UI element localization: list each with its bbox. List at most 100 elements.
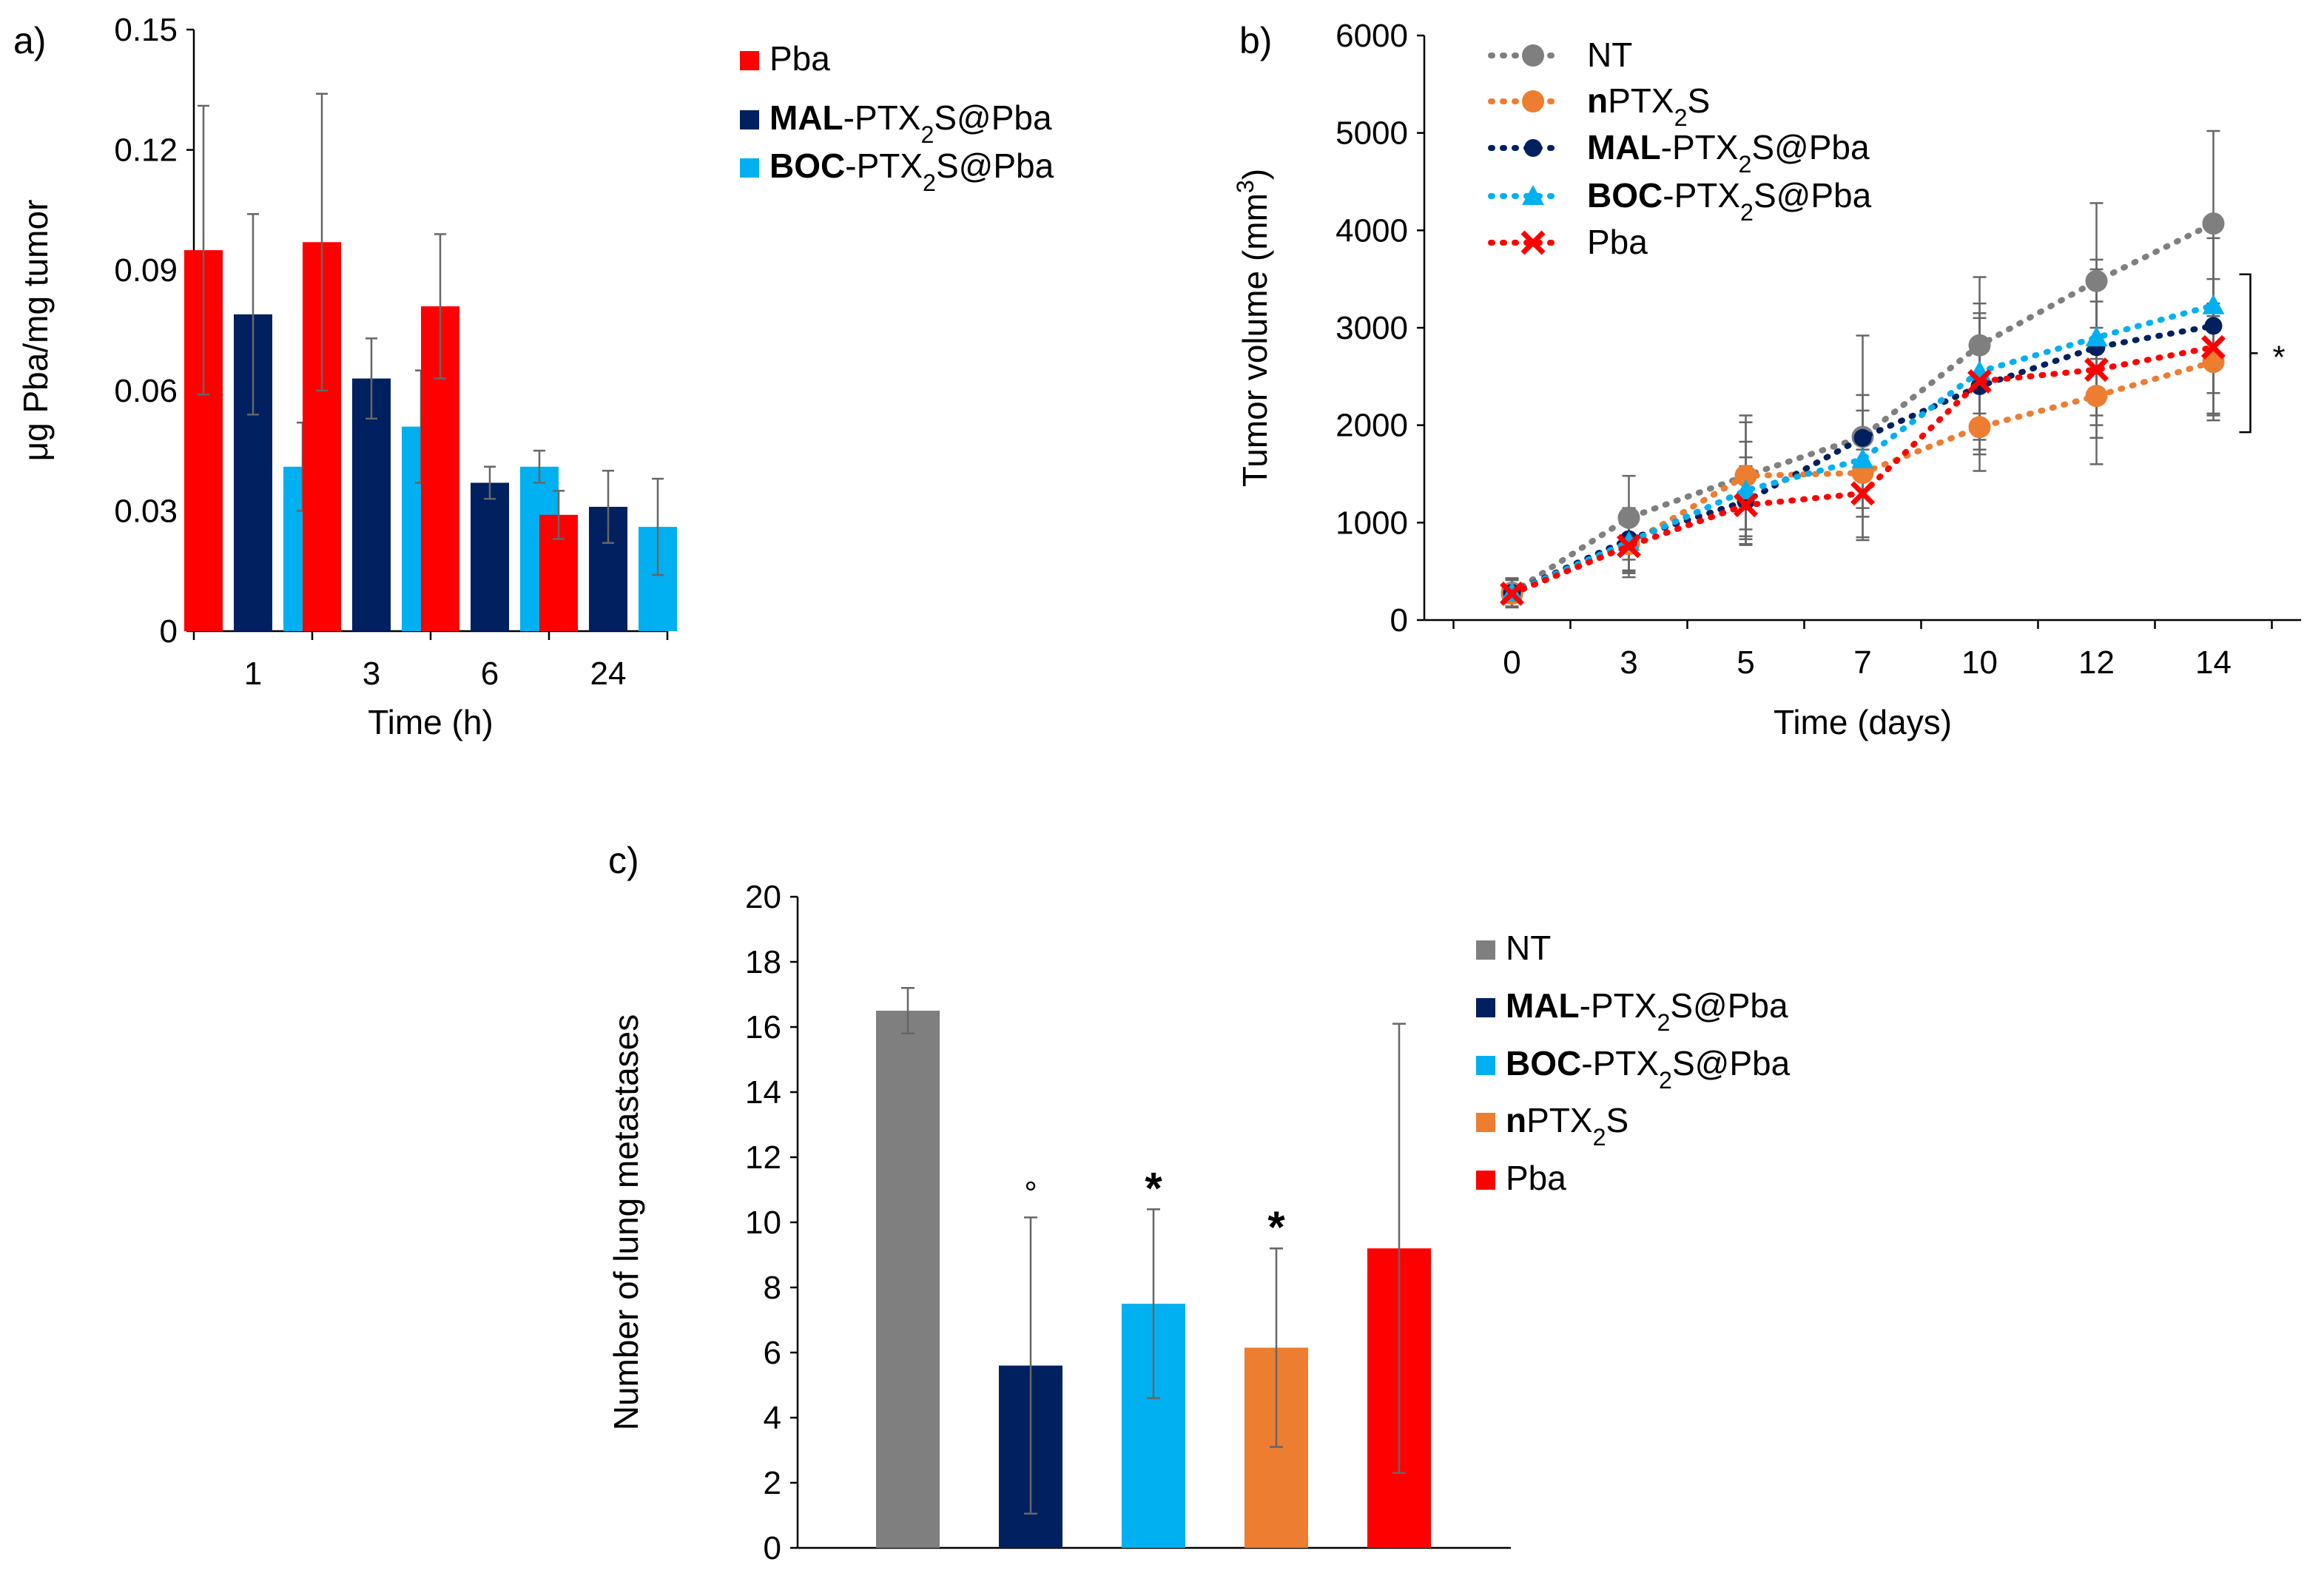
panel-c-y-tick-label: 8 <box>764 1270 781 1306</box>
panel-b-marker <box>1734 479 1757 499</box>
panel-b-y-tick-label: 4000 <box>1336 212 1408 249</box>
panel-b-marker <box>1500 581 1524 606</box>
panel-a-y-tick-label: 0 <box>160 613 178 650</box>
panel-a-x-tick-label: 6 <box>481 656 499 692</box>
panel-a-y-tick-label: 0.06 <box>114 373 178 409</box>
panel-b-marker <box>2085 326 2108 347</box>
panel-b-x-tick-label: 14 <box>2195 644 2232 681</box>
panel-b-marker <box>1734 465 1757 488</box>
panel-b-legend-marker <box>1524 139 1542 157</box>
panel-b-significance-bracket <box>2239 273 2258 434</box>
panel-b-marker <box>1617 533 1641 559</box>
panel-b-y-tick-label: 6000 <box>1336 18 1408 54</box>
panel-c-significance-mark: * <box>1145 1163 1162 1213</box>
panel-b-legend-marker <box>1522 185 1544 205</box>
panel-a-label: a) <box>13 20 46 61</box>
panel-c-legend-swatch <box>1476 1171 1495 1190</box>
panel-a-legend-swatch <box>740 110 759 129</box>
panel-b-y-tick-label: 0 <box>1390 602 1408 639</box>
panel-b-marker <box>1853 428 1872 447</box>
panel-b-marker <box>1968 334 1991 357</box>
panel-c-label: c) <box>608 840 639 881</box>
panel-c-legend-label: nPTX2S <box>1506 1101 1629 1151</box>
panel-b-x-tick-label: 5 <box>1737 644 1754 681</box>
panel-b-y-tick-label: 3000 <box>1336 310 1408 346</box>
panel-c-legend-swatch <box>1476 998 1495 1017</box>
panel-c-chart: c) 0 2 4 6 8 10 12 14 16 18 20 ° * * Number of lung met… <box>607 840 1791 1566</box>
panel-b-y-tick-label: 1000 <box>1336 505 1408 541</box>
panel-b-legend-label: BOC-PTX2S@Pba <box>1587 176 1872 226</box>
panel-b-x-tick-label: 12 <box>2078 644 2115 681</box>
panel-a-chart: a) 0 0.03 0.06 0.09 0.12 0.15 1 3 6 24 Time (h) μg P… <box>13 12 1054 741</box>
panel-c-bar <box>876 1011 940 1548</box>
panel-b-marker <box>2204 317 2223 335</box>
panel-b-marker <box>2085 269 2108 292</box>
panel-c-legend-swatch <box>1476 1113 1495 1132</box>
panel-b-legend-label: nPTX2S <box>1587 81 1710 131</box>
panel-c-legend-swatch <box>1476 940 1495 960</box>
panel-c-legend-label: NT <box>1506 929 1551 967</box>
panel-b-x-tick-label: 7 <box>1853 644 1871 681</box>
panel-b-marker <box>2085 385 2108 408</box>
panel-c-y-tick-label: 12 <box>745 1139 781 1176</box>
panel-a-y-tick-label: 0.09 <box>114 252 178 289</box>
panel-b-marker <box>1967 368 1992 394</box>
panel-a-bar <box>352 378 391 631</box>
panel-b-label: b) <box>1239 20 1272 61</box>
panel-b-marker <box>1850 481 1875 506</box>
panel-b-legend-label: MAL-PTX2S@Pba <box>1587 128 1870 178</box>
panel-b-x-axis-title: Time (days) <box>1774 703 1952 741</box>
panel-a-legend-label: BOC-PTX2S@Pba <box>769 147 1054 196</box>
panel-b-marker <box>1617 506 1640 529</box>
panel-a-y-tick-label: 0.15 <box>114 12 178 48</box>
panel-b-marker <box>2202 294 2225 314</box>
panel-c-y-tick-label: 14 <box>745 1074 781 1111</box>
panel-a-y-axis-title: μg Pba/mg tumor <box>16 200 55 462</box>
panel-c-y-tick-label: 4 <box>764 1400 781 1436</box>
panel-a-x-tick-label: 1 <box>244 656 262 692</box>
panel-a-x-axis-title: Time (h) <box>368 703 494 741</box>
panel-a-legend-label: MAL-PTX2S@Pba <box>769 98 1052 148</box>
panel-b-y-tick-label: 5000 <box>1336 115 1408 152</box>
panel-a-legend-swatch <box>740 51 759 70</box>
panel-c-y-tick-label: 0 <box>764 1530 781 1566</box>
panel-b-marker <box>2202 212 2225 235</box>
panel-a-x-tick-label: 3 <box>363 656 380 692</box>
panel-c-y-tick-label: 10 <box>745 1205 781 1241</box>
panel-c-y-tick-label: 20 <box>745 879 781 915</box>
panel-b-x-tick-label: 3 <box>1620 644 1637 681</box>
panel-b-significance-star: * <box>2273 339 2286 375</box>
panel-c-y-tick-label: 18 <box>745 944 781 980</box>
panel-b-x-tick-label: 0 <box>1503 644 1520 681</box>
panel-b-legend-marker <box>1520 230 1546 255</box>
panel-a-x-tick-label: 24 <box>590 656 627 692</box>
panel-a-bar <box>471 482 509 631</box>
panel-b-marker <box>2201 334 2226 360</box>
panel-b-legend-marker <box>1522 44 1544 67</box>
panel-c-legend-label: BOC-PTX2S@Pba <box>1506 1044 1791 1094</box>
panel-b-x-tick-label: 10 <box>1961 644 1998 681</box>
panel-c-significance-mark: ° <box>1024 1175 1037 1211</box>
panel-b-marker <box>2084 357 2109 383</box>
panel-c-y-axis-title: Number of lung metastases <box>607 1014 645 1431</box>
panel-a-y-tick-label: 0.12 <box>114 132 178 169</box>
panel-c-y-tick-label: 2 <box>764 1465 781 1501</box>
panel-b-y-tick-label: 2000 <box>1336 408 1408 444</box>
panel-b-chart: b) 0 1000 2000 3000 4000 5000 6000 0 3 5 7 10 12 14 * Ti… <box>1232 18 2301 741</box>
panel-a-y-tick-label: 0.03 <box>114 493 178 529</box>
panel-c-y-tick-label: 6 <box>764 1335 781 1371</box>
panel-b-marker <box>1734 493 1758 518</box>
panel-b-y-axis-title: Tumor volume (mm3) <box>1232 169 1274 487</box>
panel-c-legend-swatch <box>1476 1056 1495 1075</box>
panel-a-legend-swatch <box>740 158 759 178</box>
panel-b-legend-label: NT <box>1587 36 1632 74</box>
panel-c-significance-mark: * <box>1267 1202 1285 1252</box>
panel-a-legend-label: Pba <box>769 39 830 78</box>
panel-c-legend-label: Pba <box>1506 1159 1566 1197</box>
panel-b-legend-label: Pba <box>1587 223 1648 261</box>
panel-b-marker <box>1968 416 1991 439</box>
panel-b-marker <box>1851 448 1874 468</box>
panel-c-y-tick-label: 16 <box>745 1009 781 1045</box>
panel-b-legend-marker <box>1522 90 1544 112</box>
